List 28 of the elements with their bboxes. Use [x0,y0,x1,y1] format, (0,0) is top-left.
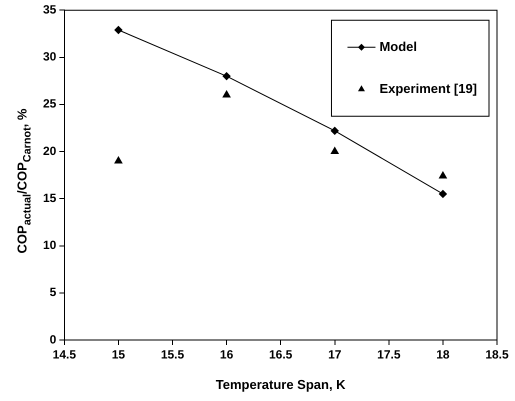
point [222,90,231,98]
y-tick-label: 20 [42,144,57,158]
x-tick-label: 16.5 [268,348,293,362]
x-tick-label: 16 [220,348,234,362]
x-tick-label: 15.5 [160,348,185,362]
point [222,72,231,80]
y-tick-label: 30 [42,50,57,64]
legend-label: Model [379,38,418,54]
y-tick-label: 5 [50,285,57,300]
point [114,156,122,164]
y-tick-label: 35 [42,2,57,17]
y-tick-label: 0 [50,332,57,346]
x-tick-label: 17 [328,348,342,362]
point [438,172,447,179]
x-tick-label: 17.5 [377,348,401,362]
point [438,190,447,198]
y-tick-label: 10 [42,238,57,252]
x-axis-title: Temperature Span, K [216,376,346,392]
point [330,126,339,135]
point [330,147,339,154]
point [114,26,122,34]
legend-label: Experiment [19] [379,80,478,96]
y-tick-label: 15 [42,190,57,205]
x-tick-label: 14.5 [52,348,76,362]
y-tick-label: 25 [42,96,57,111]
x-tick-label: 18.5 [485,348,509,362]
x-tick-label: 18 [436,348,450,362]
x-tick-label: 15 [112,348,126,362]
